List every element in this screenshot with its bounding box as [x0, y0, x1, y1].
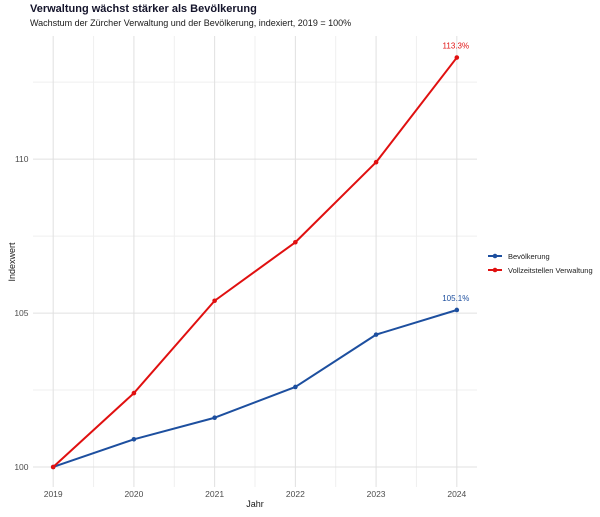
legend-label-verwaltung: Vollzeitstellen Verwaltung [508, 265, 593, 275]
data-point-verwaltung [454, 55, 460, 60]
data-point-bevoelkerung [454, 307, 460, 313]
legend-item-bevoelkerung: Bevölkerung [487, 249, 593, 263]
data-point-bevoelkerung [131, 436, 137, 442]
legend: Bevölkerung Vollzeitstellen Verwaltung [487, 249, 593, 277]
x-tick-label: 2020 [124, 489, 143, 499]
x-tick-label: 2024 [447, 489, 466, 499]
x-tick-label: 2022 [286, 489, 305, 499]
y-axis-title: Indexwert [7, 242, 17, 282]
legend-label-bevoelkerung: Bevölkerung [508, 251, 550, 261]
data-point-verwaltung [373, 159, 379, 165]
series-line-bevoelkerung [52, 308, 458, 468]
x-tick-label: 2021 [205, 489, 224, 499]
data-point-bevoelkerung [293, 384, 298, 390]
legend-key-line-dot-icon [488, 253, 502, 259]
end-value-label-verwaltung: 113.3% [443, 42, 470, 51]
x-tick-label: 2019 [44, 489, 63, 499]
y-tick-label: 100 [14, 462, 28, 472]
x-axis-title: Jahr [246, 499, 264, 509]
chart-subtitle: Wachstum der Zürcher Verwaltung und der … [30, 18, 352, 28]
data-point-verwaltung [50, 464, 56, 470]
chart-title: Verwaltung wächst stärker als Bevölkerun… [30, 3, 257, 15]
data-point-bevoelkerung [212, 415, 217, 421]
y-tick-label: 105 [14, 308, 28, 318]
data-point-verwaltung [131, 390, 137, 396]
data-point-verwaltung [212, 298, 217, 304]
legend-key-dot [492, 267, 498, 273]
data-point-bevoelkerung [373, 332, 379, 337]
x-tick-label: 2023 [367, 489, 386, 499]
legend-item-verwaltung: Vollzeitstellen Verwaltung [487, 263, 593, 277]
y-tick-label: 110 [15, 154, 29, 164]
data-point-verwaltung [293, 239, 298, 245]
legend-key-dot [492, 253, 498, 259]
legend-key-line-dot-icon [488, 267, 502, 273]
end-value-label-bevoelkerung: 105.1% [442, 294, 469, 303]
series-line-verwaltung [52, 56, 458, 468]
